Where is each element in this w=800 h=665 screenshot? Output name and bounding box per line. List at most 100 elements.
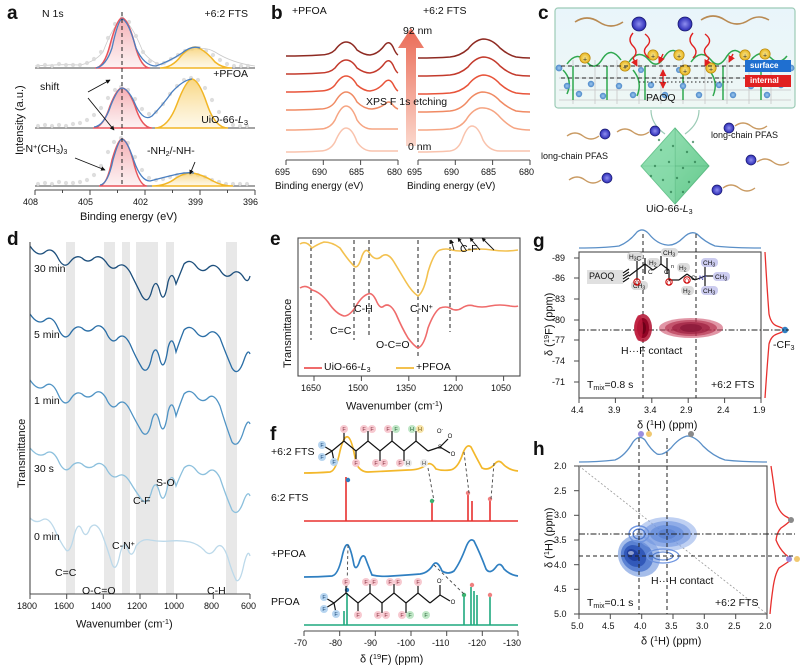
svg-text:O: O: [667, 281, 672, 287]
panel-a-nplus-label: -N+(CH3)3: [22, 143, 68, 156]
panel-b-right-xtick-3: 680: [519, 167, 535, 177]
svg-text:F: F: [394, 427, 398, 433]
svg-text:O-: O-: [437, 427, 444, 435]
panel-d-trace-label-2: 1 min: [34, 395, 60, 407]
panel-f-letter: f: [270, 424, 277, 445]
svg-text:CH3: CH3: [715, 274, 727, 283]
panel-g-contact-label: H···F contact: [621, 345, 683, 357]
panel-e-plot: [297, 237, 521, 381]
panel-c-schematic: + + + + + + + +: [554, 7, 796, 205]
panel-h-contact-label: H···H contact: [651, 575, 714, 587]
panel-a-nh2-label: -NH2/-NH-: [147, 145, 195, 158]
panel-a-plot: +6:2 FTS N 1s: [34, 8, 256, 195]
panel-h-xtick-5: 2.5: [728, 621, 741, 631]
svg-text:F: F: [398, 461, 402, 467]
panel-e-ann-occo: O-C=O: [376, 339, 410, 351]
panel-f-trace-label-3: PFOA: [271, 596, 300, 608]
svg-text:O: O: [451, 452, 456, 458]
svg-text:F: F: [342, 427, 346, 433]
panel-d-xtick-1: 1600: [54, 601, 75, 611]
panel-g-xtick-3: 2.9: [680, 405, 693, 415]
svg-text:H3C: H3C: [629, 254, 641, 263]
panel-b-right-xlabel: Binding energy (eV): [407, 181, 496, 192]
svg-text:H2: H2: [679, 265, 687, 274]
paoq-structure: H3C CH3 H2 C CH3 C n O O O H2 C H2 N+ CH…: [587, 248, 730, 297]
panel-g-xtick-0: 4.4: [571, 405, 584, 415]
panel-h-ytick-6: 5.0: [554, 609, 567, 619]
svg-text:O-: O-: [437, 577, 444, 585]
panel-b-right-xtick-0: 695: [407, 167, 423, 177]
panel-g-xtick-1: 3.9: [608, 405, 621, 415]
panel-a-trace2-label: +PFOA: [213, 68, 248, 80]
panel-f-trace-label-1: 6:2 FTS: [271, 492, 309, 504]
panel-b-right-title: +6:2 FTS: [423, 5, 467, 17]
svg-text:F: F: [320, 455, 324, 461]
svg-text:N+: N+: [699, 274, 707, 282]
panel-g-ytick-0: -89: [552, 253, 566, 263]
panel-a-trace3-label: UiO-66-L3: [201, 114, 248, 127]
svg-text:F: F: [424, 613, 428, 619]
cross-peak-2: [659, 318, 723, 338]
panel-g-plot: H3C CH3 H2 C CH3 C n O O O H2 C H2 N+ CH…: [574, 229, 789, 403]
panel-b-left-xtick-2: 685: [349, 167, 365, 177]
panel-e-legend-0: UiO-66-L3: [324, 361, 371, 374]
svg-text:CH3: CH3: [703, 260, 715, 269]
panel-a-letter: a: [7, 3, 18, 24]
panel-e-xtick-1: 1500: [348, 383, 369, 393]
panel-b-left-title: +PFOA: [292, 5, 327, 17]
svg-text:F: F: [396, 580, 400, 586]
svg-text:O: O: [448, 434, 453, 440]
panel-e-xtick-4: 1050: [491, 383, 512, 393]
panel-d-xtick-3: 1200: [127, 601, 148, 611]
panel-h-ytick-0: 2.0: [554, 461, 567, 471]
panel-d-ann-cc: C=C: [55, 567, 77, 579]
panel-g-xtick-4: 2.4: [717, 405, 730, 415]
panel-d-ann-cnplus: C-N+: [112, 540, 135, 553]
panel-e-ylabel: Transmittance: [282, 298, 294, 368]
panel-g-ytick-1: -86: [552, 273, 566, 283]
panel-d-letter: d: [7, 229, 19, 250]
panel-a-title: N 1s: [42, 8, 64, 20]
svg-text:H: H: [406, 461, 410, 467]
panel-h-xtick-0: 5.0: [571, 621, 584, 631]
cross-peak-1: [634, 314, 652, 342]
panel-f: f: [268, 424, 533, 665]
svg-text:H2: H2: [649, 260, 657, 269]
panel-g-paoq-label: PAOQ: [589, 271, 615, 281]
panel-f-xtick-2: -90: [364, 638, 378, 648]
svg-text:F: F: [376, 613, 380, 619]
panel-f-xlabel: δ (19F) (ppm): [360, 652, 424, 665]
panel-d-trace-label-3: 30 s: [34, 463, 54, 475]
panel-c-pfas-right-label: long-chain PFAS: [711, 130, 779, 140]
panel-f-xtick-3: -100: [397, 638, 416, 648]
panel-a-shift-label: shift: [40, 81, 60, 93]
svg-text:+: +: [683, 69, 687, 76]
panel-e-ann-ch: C-H: [354, 303, 373, 315]
panel-g-xtick-2: 3.4: [644, 405, 657, 415]
svg-text:F: F: [370, 427, 374, 433]
panel-f-xtick-5: -120: [468, 638, 487, 648]
svg-text:F: F: [374, 461, 378, 467]
panel-b-right-xtick-2: 685: [481, 167, 497, 177]
panel-h-ytick-2: 3.0: [554, 510, 567, 520]
svg-text:F: F: [344, 580, 348, 586]
highlight-bands: [66, 242, 237, 594]
svg-text:CH3: CH3: [633, 283, 645, 292]
panel-d-trace-label-4: 0 min: [34, 531, 60, 543]
panel-d-xtick-4: 1000: [164, 601, 185, 611]
svg-text:F: F: [354, 461, 358, 467]
panel-d-ann-cf: C-F: [133, 495, 151, 507]
panel-h-letter: h: [533, 439, 545, 460]
panel-a-trace1-label: +6:2 FTS: [205, 8, 248, 20]
panel-h-xtick-1: 4.5: [602, 621, 615, 631]
panel-b-letter: b: [271, 3, 283, 24]
svg-text:CH3: CH3: [703, 288, 715, 297]
panel-g-xlabel: δ (1H) (ppm): [637, 418, 698, 432]
svg-text:O: O: [451, 600, 456, 606]
svg-text:F: F: [320, 443, 324, 449]
panel-g-letter: g: [533, 231, 545, 252]
panel-b-bottom-depth-label: 0 nm: [408, 141, 432, 153]
panel-c-internal-badge: internal: [750, 76, 779, 85]
panel-b-left-xtick-3: 680: [387, 167, 403, 177]
svg-text:n: n: [671, 264, 674, 270]
